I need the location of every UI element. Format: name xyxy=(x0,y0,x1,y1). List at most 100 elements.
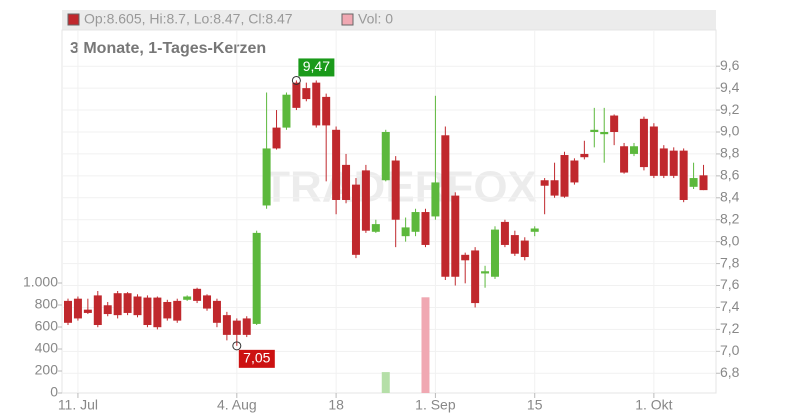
candle-body xyxy=(500,221,509,245)
candle-body xyxy=(570,160,579,183)
candle-body xyxy=(421,212,430,245)
candle-body xyxy=(649,126,658,176)
max_label-box xyxy=(298,58,335,77)
candle-body xyxy=(689,178,698,187)
candle-body xyxy=(123,293,132,313)
candle-body xyxy=(292,82,301,108)
candle-body xyxy=(391,160,400,220)
candle-body xyxy=(193,288,202,301)
candle-body xyxy=(381,131,390,181)
x-tick-label: 1. Okt xyxy=(635,397,672,413)
candle-body xyxy=(401,227,410,237)
candle-body xyxy=(212,300,221,323)
candle-body xyxy=(173,300,182,321)
y-tick-label: 8,2 xyxy=(720,210,740,226)
volume-bar xyxy=(381,372,390,393)
candle-body xyxy=(302,88,311,100)
y-tick-label: 8,8 xyxy=(720,145,740,161)
y-tick-label: 7,2 xyxy=(720,320,740,336)
y-tick-label: 9,4 xyxy=(720,79,740,95)
candle-body xyxy=(64,300,72,323)
candle-body xyxy=(222,315,231,335)
candle-body xyxy=(163,301,172,319)
candle-body xyxy=(441,135,450,277)
watermark: TRADERFOX xyxy=(263,163,537,212)
candle-body xyxy=(550,180,559,196)
y-tick-label: 8,6 xyxy=(720,167,740,183)
legend-swatch-volume xyxy=(341,13,354,26)
candle-body xyxy=(371,224,380,232)
candle-body xyxy=(262,148,271,206)
y-tick-label: 7,0 xyxy=(720,342,740,358)
min_label-label: 7,05 xyxy=(243,350,270,366)
y2-tick-label: 1.000 xyxy=(23,274,58,290)
y-tick-label: 7,8 xyxy=(720,254,740,270)
candle-body xyxy=(361,170,370,231)
candle-body xyxy=(540,180,549,186)
candle-body xyxy=(411,212,420,232)
candle-body xyxy=(143,297,152,326)
y-tick-label: 8,4 xyxy=(720,188,740,204)
y-tick-label: 6,8 xyxy=(720,364,740,380)
candle-body xyxy=(351,184,360,255)
legend-ohlc: Op:8.605, Hi:8.7, Lo:8.47, Cl:8.47 xyxy=(84,11,293,27)
y2-tick-label: 600 xyxy=(35,318,59,334)
candle-body xyxy=(203,295,212,309)
y-tick-label: 9,2 xyxy=(720,101,740,117)
x-tick-label: 15 xyxy=(527,397,543,413)
candle-body xyxy=(639,118,648,168)
candle-body xyxy=(242,318,251,335)
candle-body xyxy=(322,96,331,126)
candle-body xyxy=(461,254,470,261)
candle-body xyxy=(312,82,321,126)
y-tick-label: 7,6 xyxy=(720,276,740,292)
candle-body xyxy=(471,250,480,304)
y2-tick-label: 0 xyxy=(50,384,58,400)
candle-body xyxy=(610,115,619,132)
candle-body xyxy=(133,296,142,316)
candle-body xyxy=(699,175,708,191)
candle-body xyxy=(332,129,341,200)
candle-body xyxy=(530,228,539,232)
legend-volume: Vol: 0 xyxy=(358,11,393,27)
candle-body xyxy=(520,240,529,258)
candle-body xyxy=(93,295,102,326)
candle-body xyxy=(342,164,351,200)
chart-title: 3 Monate, 1-Tages-Kerzen xyxy=(70,40,266,57)
candle-body xyxy=(669,150,678,176)
candle-body xyxy=(83,309,92,313)
x-tick-label: 4. Aug xyxy=(217,397,257,413)
y-tick-label: 7,4 xyxy=(720,298,740,314)
candle-body xyxy=(600,131,609,135)
volume-bar xyxy=(421,297,430,393)
candle-body xyxy=(490,229,499,277)
candle-body xyxy=(590,129,599,132)
candle-body xyxy=(630,146,639,154)
candle-body xyxy=(103,305,112,315)
candle-body xyxy=(560,155,569,197)
candle-body xyxy=(252,232,261,324)
candle-body xyxy=(183,296,192,300)
candle-body xyxy=(282,94,291,128)
legend-swatch-price xyxy=(67,13,80,26)
candle-body xyxy=(272,127,281,149)
min_label-marker xyxy=(232,341,242,351)
y2-tick-label: 400 xyxy=(35,340,59,356)
candle-body xyxy=(451,195,460,277)
legend-bar xyxy=(62,10,716,30)
x-tick-label: 11. Jul xyxy=(58,397,98,413)
candle-body xyxy=(113,293,122,316)
candle-body xyxy=(153,297,162,328)
max_label-label: 9,47 xyxy=(303,58,330,74)
y2-tick-label: 200 xyxy=(35,362,59,378)
candle-body xyxy=(73,298,82,319)
min_label-box xyxy=(238,349,275,368)
candle-body xyxy=(620,146,629,173)
candle-body xyxy=(431,182,440,217)
max_label-marker xyxy=(291,75,301,85)
candle-body xyxy=(232,320,241,335)
x-tick-label: 1. Sep xyxy=(415,397,456,413)
y-tick-label: 8,0 xyxy=(720,232,740,248)
candle-body xyxy=(510,235,519,254)
